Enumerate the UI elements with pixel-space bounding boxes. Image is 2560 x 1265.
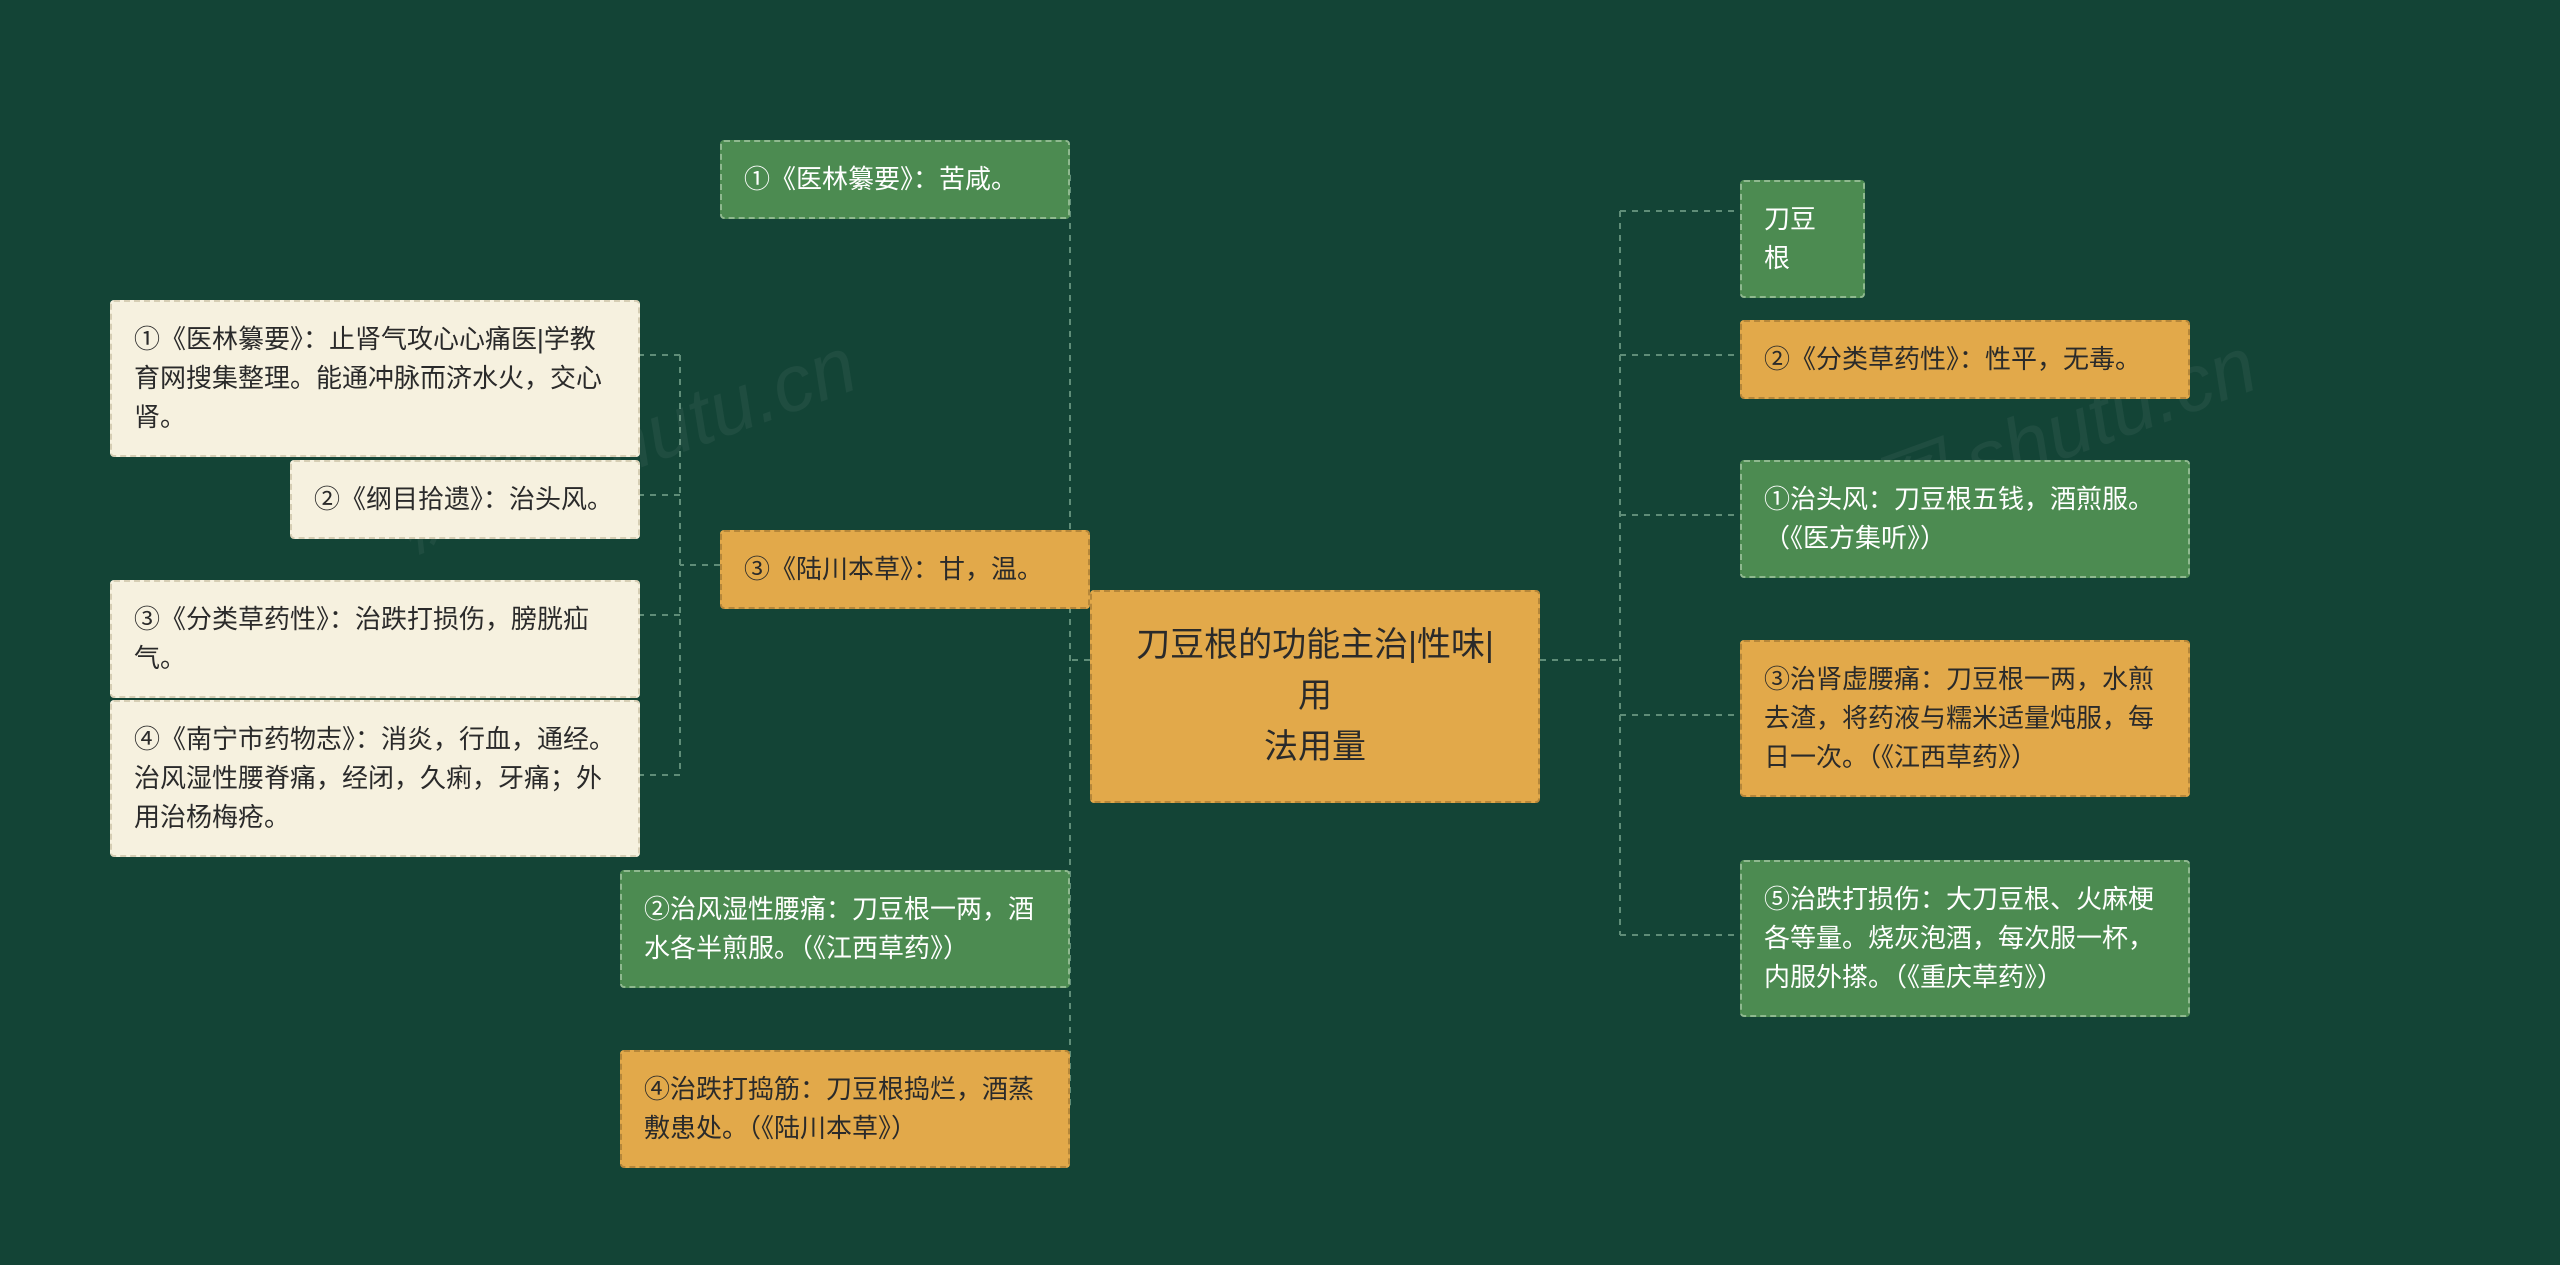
mindmap-node[interactable]: ①《医林纂要》：止肾气攻心心痛医|学教育网搜集整理。能通冲脉而济水火，交心肾。 <box>110 300 640 457</box>
mindmap-node[interactable]: ③治肾虚腰痛：刀豆根一两，水煎去渣，将药液与糯米适量炖服，每日一次。（《江西草药… <box>1740 640 2190 797</box>
mindmap-node[interactable]: ②《纲目拾遗》：治头风。 <box>290 460 640 539</box>
mindmap-node[interactable]: ①《医林纂要》：苦咸。 <box>720 140 1070 219</box>
root-node[interactable]: 刀豆根的功能主治|性味|用法用量 <box>1090 590 1540 803</box>
mindmap-node[interactable]: 刀豆根 <box>1740 180 1865 298</box>
mindmap-canvas: 树图 shutu.cn 树图 shutu.cn 刀豆根的功能主治|性味|用法用量… <box>0 0 2560 1265</box>
mindmap-node[interactable]: ⑤治跌打损伤：大刀豆根、火麻梗各等量。烧灰泡酒，每次服一杯，内服外搽。（《重庆草… <box>1740 860 2190 1017</box>
mindmap-node[interactable]: ③《陆川本草》：甘，温。 <box>720 530 1090 609</box>
mindmap-node[interactable]: ②《分类草药性》：性平，无毒。 <box>1740 320 2190 399</box>
mindmap-node[interactable]: ④《南宁市药物志》：消炎，行血，通经。治风湿性腰脊痛，经闭，久痢，牙痛；外用治杨… <box>110 700 640 857</box>
mindmap-node[interactable]: ③《分类草药性》：治跌打损伤，膀胱疝气。 <box>110 580 640 698</box>
mindmap-node[interactable]: ①治头风：刀豆根五钱，酒煎服。（《医方集听》） <box>1740 460 2190 578</box>
mindmap-node[interactable]: ④治跌打捣筋：刀豆根捣烂，酒蒸敷患处。（《陆川本草》） <box>620 1050 1070 1168</box>
mindmap-node[interactable]: ②治风湿性腰痛：刀豆根一两，酒水各半煎服。（《江西草药》） <box>620 870 1070 988</box>
